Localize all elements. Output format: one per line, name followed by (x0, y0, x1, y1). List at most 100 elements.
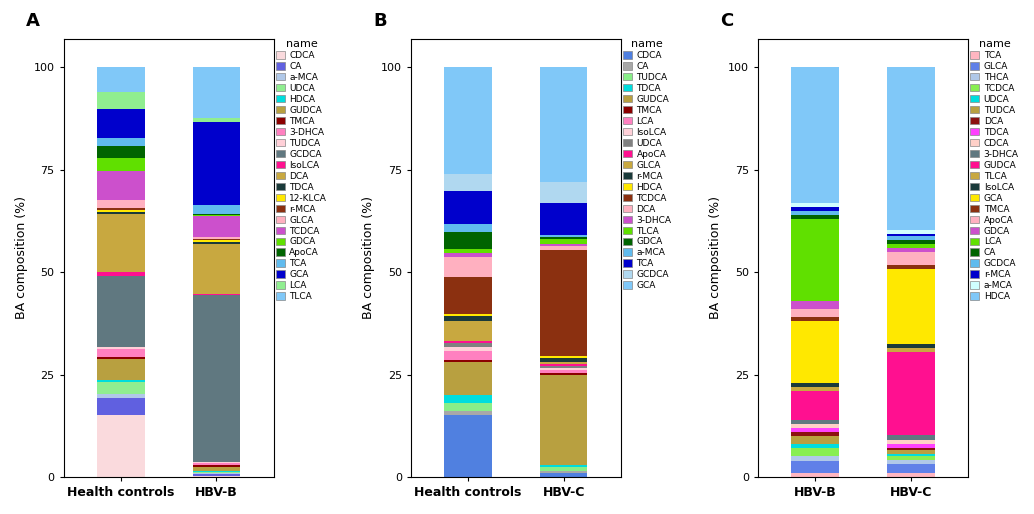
Bar (540, 358, 587, 362)
Bar (192, 118, 240, 122)
Bar (445, 315, 492, 317)
Bar (887, 448, 935, 450)
Bar (445, 174, 492, 191)
Bar (445, 362, 492, 395)
Bar (192, 205, 240, 213)
Bar (887, 234, 935, 236)
Bar (887, 244, 935, 248)
Bar (445, 253, 492, 257)
Bar (97, 171, 145, 200)
Bar (887, 444, 935, 448)
Bar (97, 357, 145, 359)
Bar (445, 257, 492, 278)
Bar (445, 411, 492, 415)
Y-axis label: BA composition (%): BA composition (%) (362, 196, 375, 319)
Bar (192, 476, 240, 477)
Bar (97, 67, 145, 92)
Bar (97, 380, 145, 382)
Bar (445, 321, 492, 341)
Bar (540, 250, 587, 356)
Bar (887, 473, 935, 477)
Bar (97, 277, 145, 346)
Bar (540, 371, 587, 373)
Bar (791, 67, 840, 203)
Bar (791, 203, 840, 207)
Bar (791, 428, 840, 432)
Bar (445, 67, 492, 174)
Bar (192, 472, 240, 473)
Bar (791, 301, 840, 309)
Bar (887, 230, 935, 234)
Legend: CDCA, CA, TUDCA, TDCA, GUDCA, TMCA, LCA, IsoLCA, UDCA, ApoCA, GLCA, r-MCA, HDCA,: CDCA, CA, TUDCA, TDCA, GUDCA, TMCA, LCA,… (624, 39, 671, 290)
Bar (97, 146, 145, 158)
Y-axis label: BA composition (%): BA composition (%) (709, 196, 723, 319)
Bar (97, 272, 145, 277)
Bar (97, 109, 145, 138)
Bar (192, 473, 240, 474)
Bar (540, 369, 587, 371)
Bar (791, 383, 840, 387)
Bar (192, 122, 240, 205)
Bar (192, 474, 240, 476)
Bar (887, 450, 935, 454)
Bar (97, 214, 145, 272)
Bar (887, 465, 935, 473)
Bar (97, 138, 145, 146)
Bar (791, 461, 840, 473)
Bar (97, 210, 145, 212)
Bar (540, 467, 587, 471)
Bar (791, 432, 840, 436)
Text: C: C (720, 12, 733, 30)
Bar (887, 236, 935, 240)
Bar (540, 375, 587, 465)
Bar (445, 232, 492, 249)
Bar (540, 366, 587, 369)
Bar (97, 158, 145, 171)
Bar (97, 208, 145, 210)
Bar (540, 465, 587, 467)
Bar (445, 360, 492, 362)
Bar (791, 448, 840, 456)
Bar (192, 462, 240, 463)
Bar (445, 347, 492, 352)
Bar (791, 207, 840, 211)
Bar (192, 463, 240, 465)
Bar (445, 317, 492, 321)
Bar (97, 348, 145, 357)
Bar (97, 359, 145, 380)
Bar (192, 465, 240, 467)
Bar (445, 278, 492, 315)
Bar (540, 244, 587, 246)
Bar (192, 295, 240, 462)
Bar (540, 373, 587, 375)
Bar (887, 265, 935, 269)
Bar (887, 269, 935, 344)
Legend: TCA, GLCA, THCA, TCDCA, UDCA, TUDCA, DCA, TDCA, CDCA, 3-DHCA, GUDCA, TLCA, IsoLC: TCA, GLCA, THCA, TCDCA, UDCA, TUDCA, DCA… (970, 39, 1018, 301)
Bar (445, 191, 492, 224)
Bar (445, 415, 492, 477)
Bar (887, 67, 935, 230)
Bar (192, 240, 240, 242)
Bar (445, 224, 492, 232)
Bar (887, 352, 935, 435)
Bar (887, 248, 935, 252)
Text: A: A (26, 12, 39, 30)
Bar (791, 211, 840, 215)
Bar (192, 216, 240, 237)
Bar (97, 398, 145, 415)
Bar (791, 387, 840, 391)
Bar (540, 182, 587, 203)
Bar (540, 362, 587, 364)
Bar (445, 341, 492, 343)
Bar (887, 344, 935, 348)
Bar (791, 215, 840, 219)
Bar (97, 415, 145, 477)
Bar (887, 435, 935, 439)
Bar (887, 454, 935, 456)
Bar (192, 67, 240, 118)
Bar (791, 424, 840, 428)
Bar (540, 235, 587, 237)
Bar (540, 473, 587, 477)
Bar (192, 237, 240, 239)
Bar (445, 395, 492, 403)
